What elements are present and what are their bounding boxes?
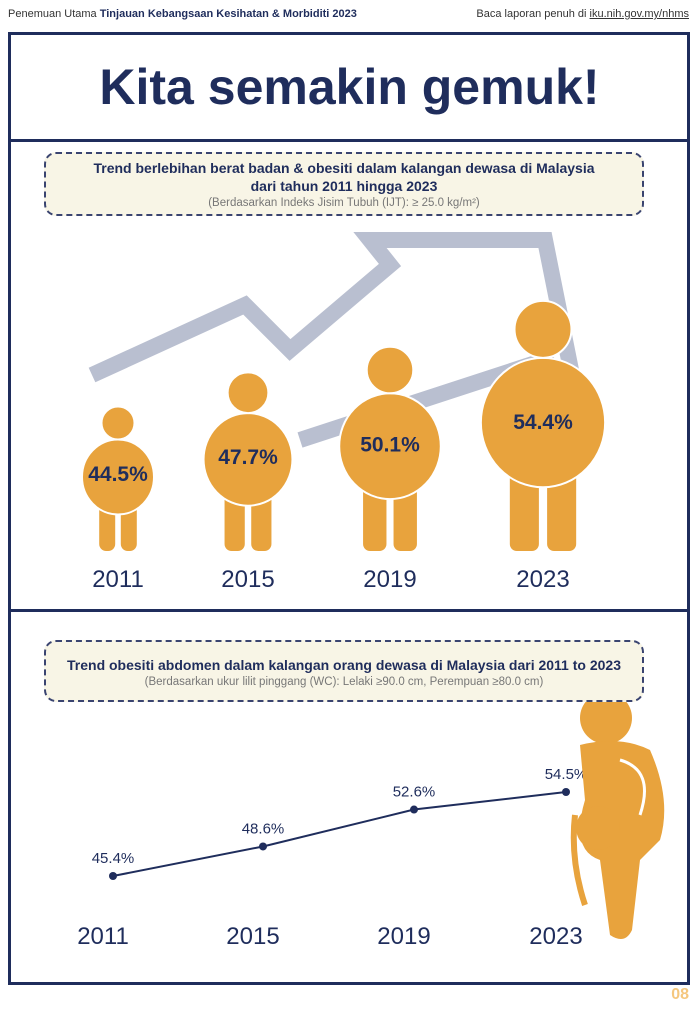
read-more-text: Baca laporan penuh di: [476, 8, 587, 20]
chart2-title: Trend obesiti abdomen dalam kalangan ora…: [67, 657, 621, 673]
divider: [8, 609, 690, 612]
chart1-title: Trend berlebihan berat badan & obesiti d…: [93, 160, 595, 194]
data-point: [562, 788, 570, 797]
x-tick-label: 2015: [226, 923, 279, 950]
measuring-person-icon: [570, 692, 665, 939]
report-link[interactable]: iku.nih.gov.my/nhms: [589, 8, 689, 20]
data-label: 52.6%: [393, 784, 436, 801]
x-tick-label: 2019: [377, 923, 430, 950]
series-line: [112, 791, 567, 877]
bar-figure-2015: 47.7%: [202, 371, 294, 553]
header-prefix: Penemuan Utama: [8, 8, 97, 20]
bar-figure-2011: 44.5%: [81, 405, 155, 553]
bar-year-label: 2019: [363, 566, 416, 593]
data-point: [109, 872, 117, 880]
bar-value-label: 44.5%: [88, 463, 148, 486]
bar-value-label: 54.4%: [513, 411, 573, 434]
bar-year-label: 2015: [221, 566, 274, 593]
bar-year-label: 2011: [92, 566, 144, 593]
data-label: 54.5%: [545, 766, 588, 783]
x-tick-label: 2023: [529, 923, 582, 950]
data-label: 48.6%: [242, 820, 285, 837]
divider: [8, 139, 690, 142]
bar-figure-2019: 50.1%: [338, 345, 442, 553]
data-point: [410, 805, 418, 814]
header-left: Penemuan Utama Tinjauan Kebangsaan Kesih…: [8, 8, 357, 20]
data-point: [259, 842, 267, 851]
x-tick-label: 2011: [77, 923, 129, 950]
report-name: Tinjauan Kebangsaan Kesihatan & Morbidit…: [99, 8, 357, 20]
data-label: 45.4%: [92, 850, 135, 867]
bar-value-label: 50.1%: [360, 433, 420, 456]
chart2-title-box: Trend obesiti abdomen dalam kalangan ora…: [44, 640, 644, 702]
page-frame: [8, 32, 690, 985]
chart1-subtitle: (Berdasarkan Indeks Jisim Tubuh (IJT): ≥…: [208, 197, 480, 209]
bar-year-label: 2023: [516, 566, 569, 593]
bar-value-label: 47.7%: [218, 446, 278, 469]
chart1-title-box: Trend berlebihan berat badan & obesiti d…: [44, 152, 644, 216]
page-title: Kita semakin gemuk!: [99, 59, 600, 115]
page-number: 08: [671, 986, 689, 1003]
chart2-subtitle: (Berdasarkan ukur lilit pinggang (WC): L…: [144, 676, 544, 688]
header-right: Baca laporan penuh di iku.nih.gov.my/nhm…: [476, 8, 689, 20]
bar-figure-2023: 54.4%: [479, 299, 607, 554]
